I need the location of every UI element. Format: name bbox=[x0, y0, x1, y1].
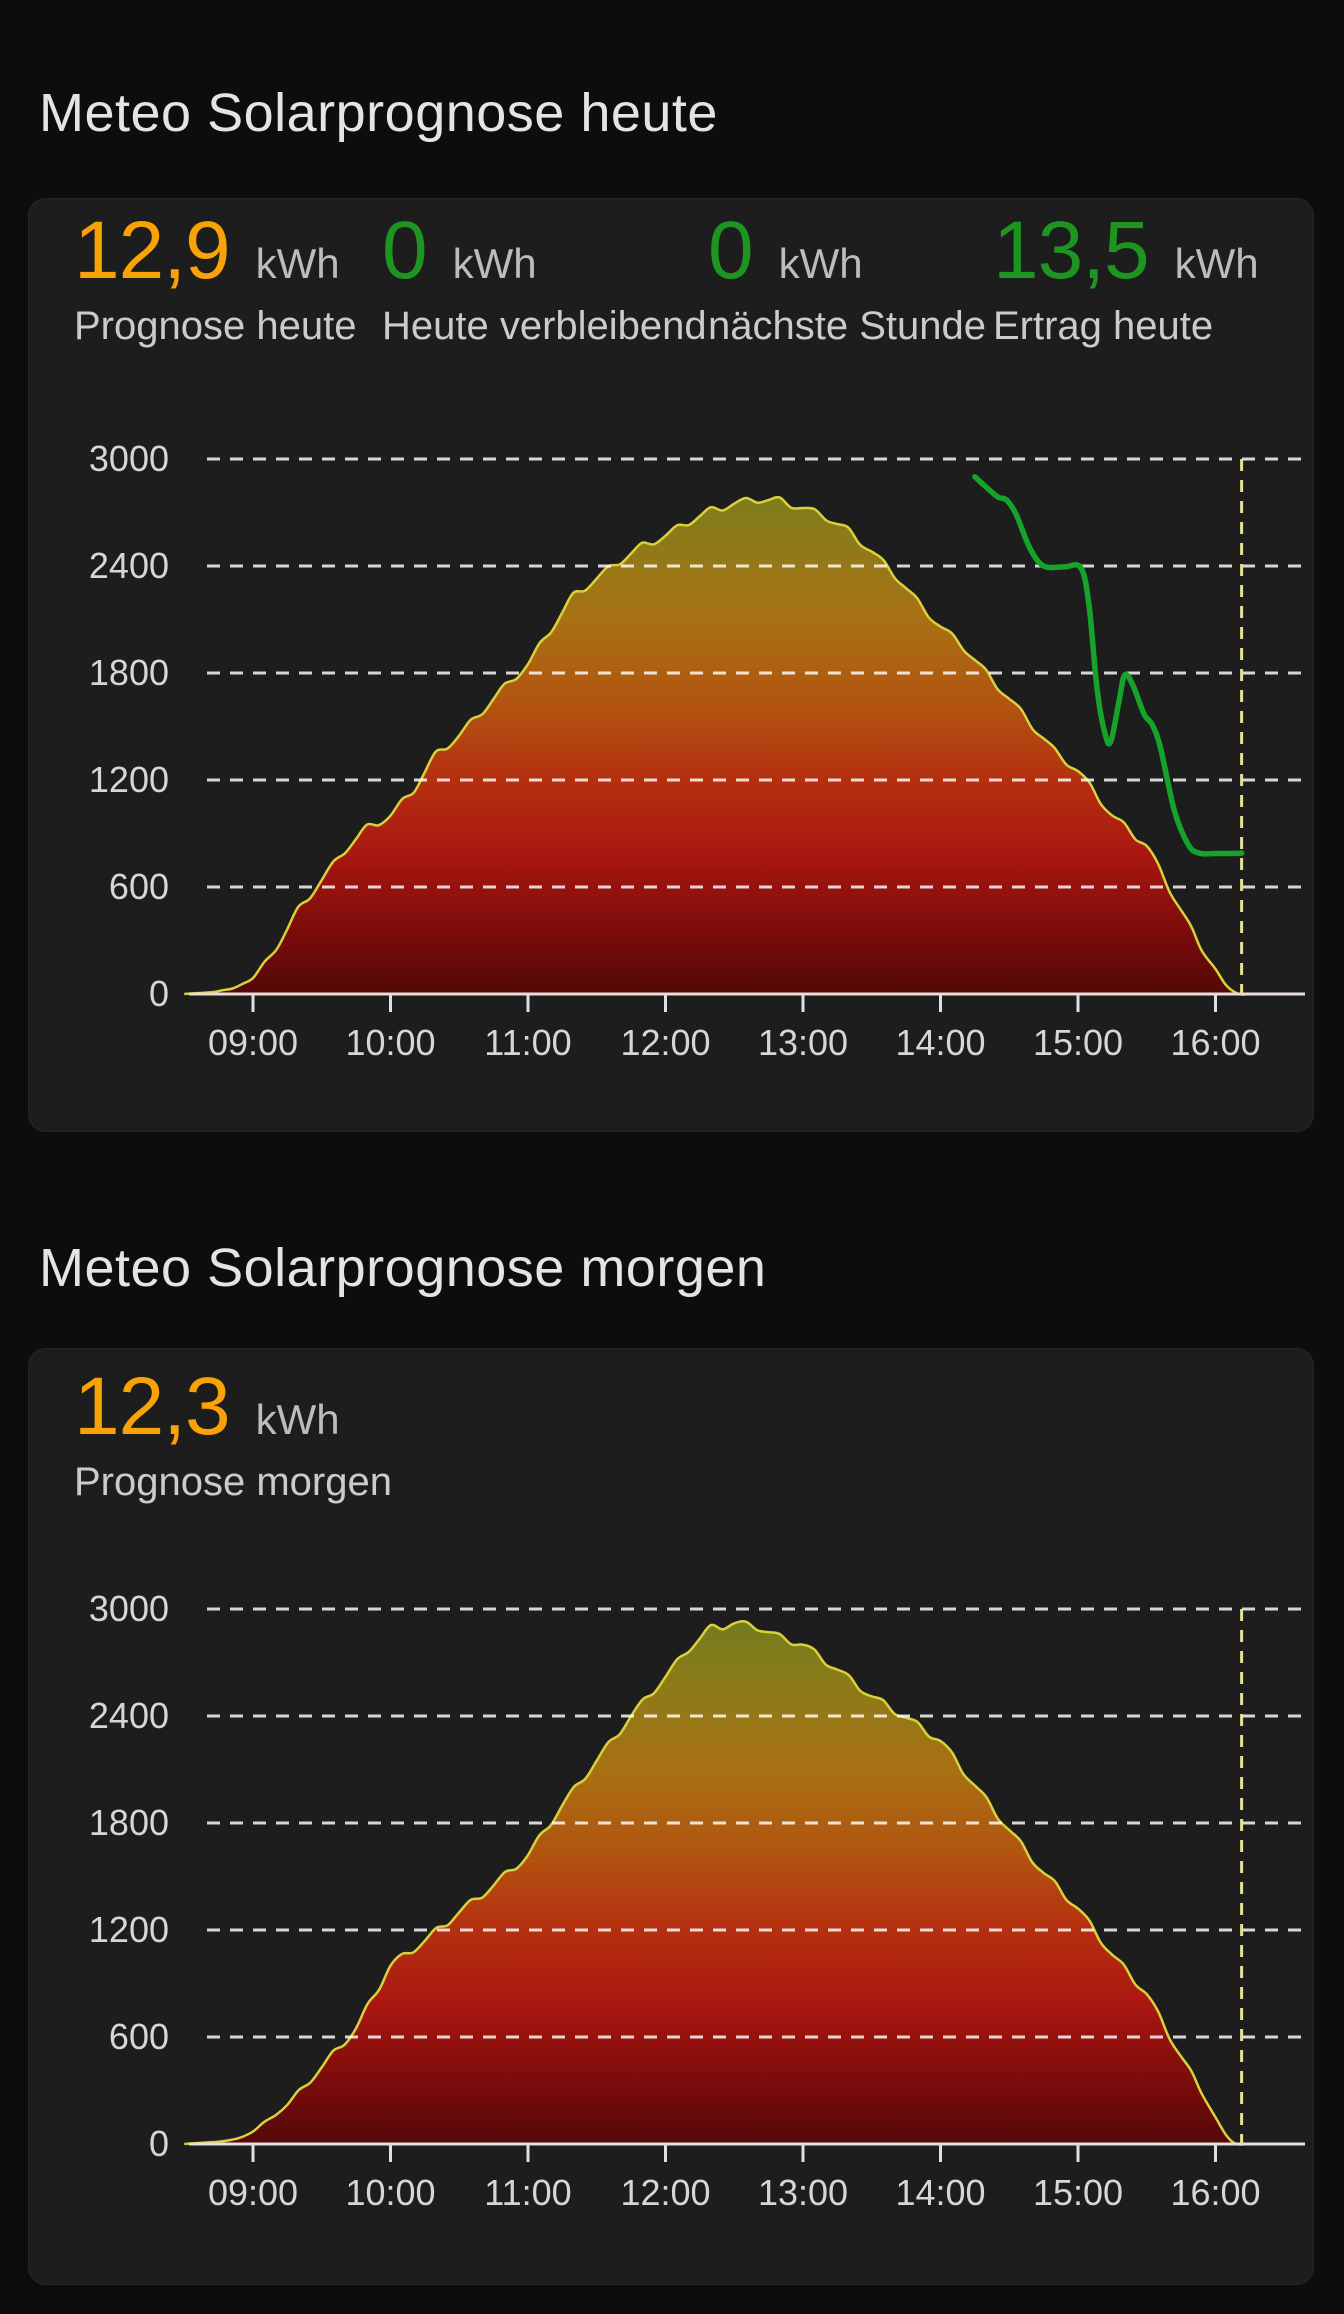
x-axis-label: 13:00 bbox=[758, 1022, 848, 1063]
x-axis-label: 10:00 bbox=[345, 1022, 435, 1063]
stat-forecast-tomorrow: 12,3 kWh Prognose morgen bbox=[74, 1361, 392, 1505]
stat-value: 13,5 bbox=[993, 205, 1150, 296]
stat-unit: kWh bbox=[452, 240, 537, 287]
x-axis-label: 11:00 bbox=[484, 1022, 571, 1063]
y-axis-label: 0 bbox=[149, 973, 169, 1014]
y-axis-label: 600 bbox=[109, 866, 169, 907]
y-axis-label: 1800 bbox=[89, 1802, 169, 1843]
x-axis-label: 14:00 bbox=[895, 1022, 985, 1063]
stat-label: Heute verbleibend bbox=[382, 304, 707, 348]
y-axis-label: 3000 bbox=[89, 1588, 169, 1629]
x-axis-label: 09:00 bbox=[208, 2172, 298, 2213]
solar-forecast-chart-today[interactable]: 0 600 1200 1800 2400 3000 09:00 10:00 11:00 12:00… bbox=[29, 379, 1315, 1079]
x-axis-label: 15:00 bbox=[1033, 1022, 1123, 1063]
stat-value: 12,9 bbox=[74, 205, 231, 296]
stats-row-tomorrow: 12,3 kWh Prognose morgen bbox=[29, 1349, 1313, 1529]
stat-label: Ertrag heute bbox=[993, 304, 1214, 348]
y-axis-label: 0 bbox=[149, 2123, 169, 2164]
y-axis-label: 1200 bbox=[89, 759, 169, 800]
stat-label: nächste Stunde bbox=[708, 304, 986, 348]
stat-unit: kWh bbox=[255, 240, 340, 287]
stat-forecast-today: 12,9 kWh Prognose heute bbox=[74, 205, 357, 349]
y-axis-label: 2400 bbox=[89, 1695, 169, 1736]
stat-value: 0 bbox=[382, 205, 428, 296]
page-title-tomorrow: Meteo Solarprognose morgen bbox=[39, 1238, 767, 1298]
stat-label: Prognose heute bbox=[74, 304, 357, 348]
solar-forecast-chart-tomorrow[interactable]: 0 600 1200 1800 2400 3000 09:00 10:00 11:00 12:00… bbox=[29, 1529, 1315, 2229]
stat-yield-today: 13,5 kWh Ertrag heute bbox=[993, 205, 1259, 349]
x-axis-label: 15:00 bbox=[1033, 2172, 1123, 2213]
actual-production-line bbox=[972, 474, 1245, 857]
x-axis-label: 13:00 bbox=[758, 2172, 848, 2213]
y-axis-label: 2400 bbox=[89, 545, 169, 586]
y-axis-label: 3000 bbox=[89, 438, 169, 479]
x-axis-label: 11:00 bbox=[484, 2172, 571, 2213]
stat-unit: kWh bbox=[778, 240, 863, 287]
solar-forecast-card-today[interactable]: 12,9 kWh Prognose heute 0 kWh Heute verb… bbox=[28, 198, 1314, 1132]
stat-label: Prognose morgen bbox=[74, 1460, 392, 1504]
page-title-today: Meteo Solarprognose heute bbox=[39, 83, 718, 143]
stat-unit: kWh bbox=[255, 1396, 340, 1443]
stat-unit: kWh bbox=[1174, 240, 1259, 287]
solar-forecast-card-tomorrow[interactable]: 12,3 kWh Prognose morgen 0 600 1200 1800 240… bbox=[28, 1348, 1314, 2285]
y-axis-label: 1200 bbox=[89, 1909, 169, 1950]
x-axis-label: 14:00 bbox=[895, 2172, 985, 2213]
x-axis-label: 16:00 bbox=[1170, 2172, 1260, 2213]
stats-row-today: 12,9 kWh Prognose heute 0 kWh Heute verb… bbox=[29, 199, 1313, 379]
x-axis-label: 16:00 bbox=[1170, 1022, 1260, 1063]
x-axis-label: 09:00 bbox=[208, 1022, 298, 1063]
x-axis-label: 12:00 bbox=[620, 1022, 710, 1063]
x-axis-label: 10:00 bbox=[345, 2172, 435, 2213]
stat-next-hour: 0 kWh nächste Stunde bbox=[708, 205, 986, 349]
stat-value: 12,3 bbox=[74, 1361, 231, 1452]
stat-value: 0 bbox=[708, 205, 754, 296]
stat-remaining-today: 0 kWh Heute verbleibend bbox=[382, 205, 707, 349]
y-axis-label: 1800 bbox=[89, 652, 169, 693]
x-axis-label: 12:00 bbox=[620, 2172, 710, 2213]
y-axis-label: 600 bbox=[109, 2016, 169, 2057]
